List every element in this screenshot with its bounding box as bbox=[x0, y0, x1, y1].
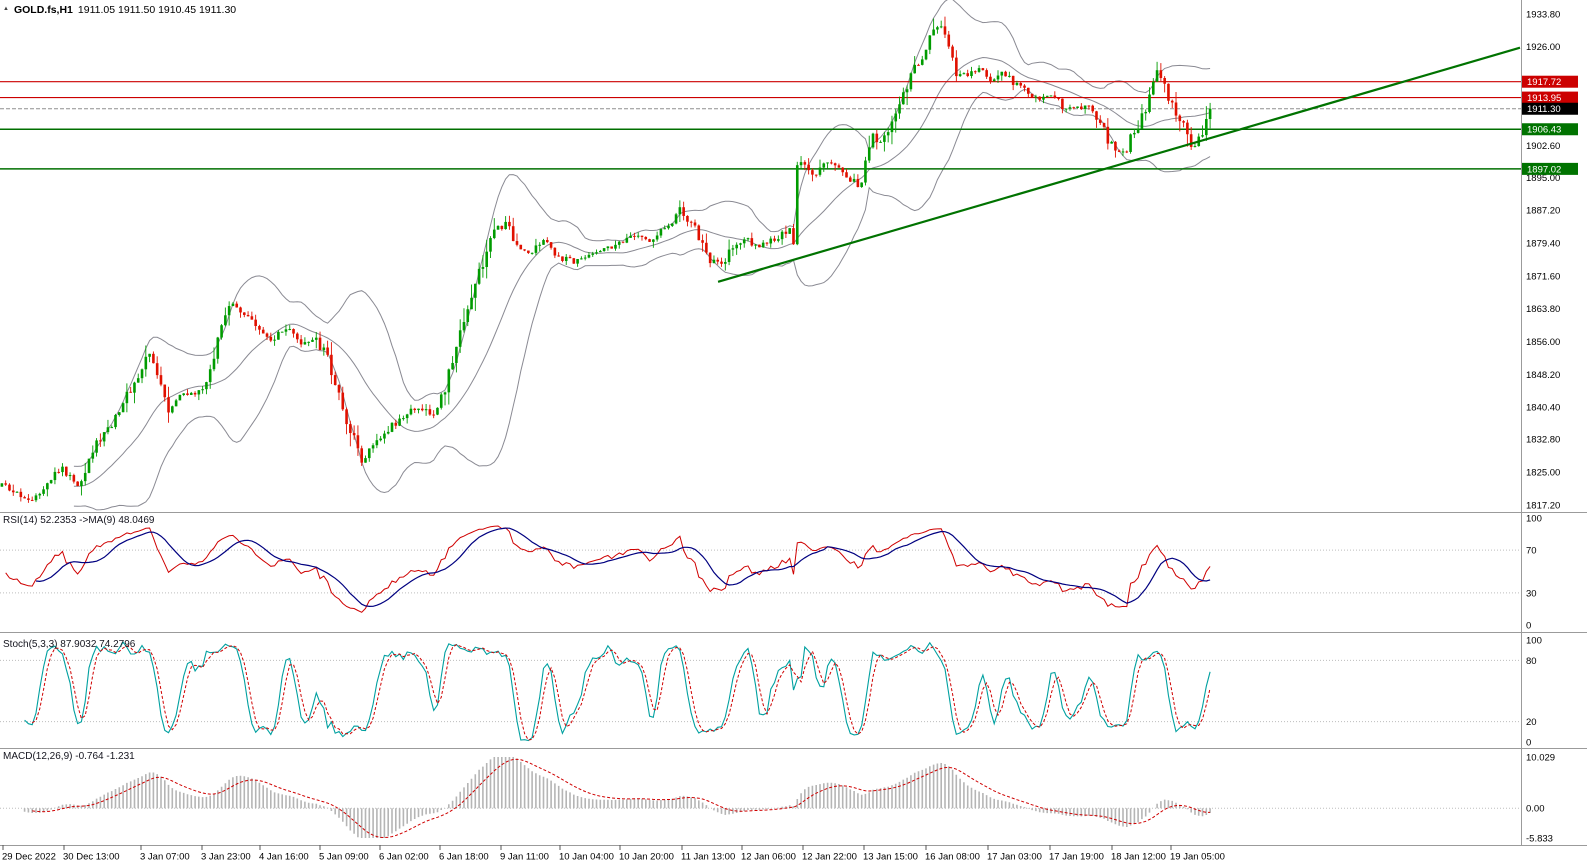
rsi-indicator-label: RSI(14) 52.2353 ->MA(9) 48.0469 bbox=[3, 515, 155, 526]
stoch-indicator-label: Stoch(5,3,3) 87.9032 74.2796 bbox=[3, 639, 136, 650]
time-axis-label: 6 Jan 02:00 bbox=[379, 851, 429, 862]
price-badge-label: 1913.95 bbox=[1527, 93, 1561, 104]
time-axis-label: 11 Jan 13:00 bbox=[681, 851, 735, 862]
rsi-scale-label: 30 bbox=[1526, 588, 1537, 599]
price-badge-label: 1897.02 bbox=[1527, 164, 1561, 175]
ohlc-values: 1911.05 1911.50 1910.45 1911.30 bbox=[77, 4, 237, 16]
time-axis-label: 9 Jan 11:00 bbox=[500, 851, 549, 862]
rsi-scale-label: 0 bbox=[1526, 620, 1531, 631]
price-axis-label: 1825.00 bbox=[1526, 468, 1560, 479]
stoch-scale-label: 100 bbox=[1526, 635, 1542, 646]
time-axis-label: 12 Jan 06:00 bbox=[741, 851, 796, 862]
rsi-line bbox=[5, 525, 1211, 613]
stoch-scale-label: 0 bbox=[1526, 737, 1531, 748]
candlestick-series[interactable] bbox=[0, 16, 1212, 503]
macd-histogram bbox=[23, 757, 1211, 838]
time-axis-label: 4 Jan 16:00 bbox=[259, 851, 309, 862]
time-axis-label: 29 Dec 2022 bbox=[2, 851, 56, 862]
time-axis-label: 13 Jan 15:00 bbox=[863, 851, 918, 862]
price-axis-label: 1926.00 bbox=[1526, 42, 1560, 53]
price-axis-label: 1933.80 bbox=[1526, 9, 1560, 20]
price-axis-label: 1902.60 bbox=[1526, 141, 1560, 152]
time-axis-label: 17 Jan 19:00 bbox=[1049, 851, 1104, 862]
bollinger-bands bbox=[73, 0, 1211, 511]
symbol-title: GOLD.fs,H1 bbox=[13, 4, 73, 16]
price-badge-1906.43: 1906.43 bbox=[1522, 123, 1578, 136]
macd-panel bbox=[23, 757, 1211, 839]
macd-signal-line bbox=[32, 758, 1211, 839]
panel-separators bbox=[0, 0, 1587, 846]
price-axis-label: 1879.40 bbox=[1526, 238, 1560, 249]
macd-scale-label: -5.833 bbox=[1526, 833, 1553, 844]
price-axis-label: 1840.40 bbox=[1526, 403, 1560, 414]
price-badge-label: 1911.30 bbox=[1527, 104, 1561, 115]
price-badge-1913.95: 1913.95 bbox=[1522, 91, 1578, 104]
time-axis-label: 3 Jan 23:00 bbox=[201, 851, 251, 862]
price-badge-1917.72: 1917.72 bbox=[1522, 75, 1578, 88]
price-axis-label: 1848.20 bbox=[1526, 370, 1560, 381]
price-axis-label: 1895.00 bbox=[1526, 173, 1560, 184]
time-axis-label: 12 Jan 22:00 bbox=[802, 851, 857, 862]
macd-indicator-label: MACD(12,26,9) -0.764 -1.231 bbox=[3, 751, 135, 762]
rsi-ma-line bbox=[35, 527, 1211, 608]
macd-scale-label: 10.029 bbox=[1526, 752, 1555, 763]
time-axis-label: 10 Jan 04:00 bbox=[559, 851, 614, 862]
rsi-scale-label: 100 bbox=[1526, 513, 1542, 524]
price-badge-1911.30: 1911.30 bbox=[1522, 102, 1578, 115]
time-axis-label: 3 Jan 07:00 bbox=[140, 851, 190, 862]
horizontal-levels[interactable] bbox=[0, 81, 1521, 170]
time-axis-label: 10 Jan 20:00 bbox=[619, 851, 674, 862]
symbol-header: ▲ GOLD.fs,H1 1911.05 1911.50 1910.45 191… bbox=[3, 3, 236, 17]
price-axis[interactable]: 1933.80 1926.00 1902.60 1895.00 1887.20 1879.… bbox=[1522, 9, 1578, 511]
price-badge-label: 1917.72 bbox=[1527, 77, 1561, 88]
time-axis-label: 6 Jan 18:00 bbox=[439, 851, 489, 862]
time-axis-label: 17 Jan 03:00 bbox=[987, 851, 1042, 862]
time-axis-label: 30 Dec 13:00 bbox=[63, 851, 120, 862]
trend-line[interactable] bbox=[717, 46, 1521, 283]
stoch-scale-label: 80 bbox=[1526, 656, 1537, 667]
stochastic-panel bbox=[24, 641, 1211, 742]
price-axis-label: 1863.80 bbox=[1526, 304, 1560, 315]
price-axis-label: 1856.00 bbox=[1526, 337, 1560, 348]
symbol-marker-icon: ▲ bbox=[3, 6, 9, 12]
time-axis-label: 18 Jan 12:00 bbox=[1111, 851, 1166, 862]
price-axis-label: 1817.20 bbox=[1526, 500, 1560, 511]
price-badge-1897.02: 1897.02 bbox=[1522, 162, 1578, 175]
macd-scale-label: 0.00 bbox=[1526, 804, 1545, 815]
rsi-scale-label: 70 bbox=[1526, 546, 1537, 557]
stoch-main-line bbox=[24, 641, 1211, 742]
time-axis-label: 19 Jan 05:00 bbox=[1170, 851, 1225, 862]
time-axis-label: 5 Jan 09:00 bbox=[319, 851, 369, 862]
time-axis[interactable]: 29 Dec 2022 30 Dec 13:00 3 Jan 07:00 3 Jan … bbox=[2, 845, 1225, 862]
stoch-scale-label: 20 bbox=[1526, 717, 1537, 728]
stoch-signal-line bbox=[31, 644, 1211, 741]
price-axis-label: 1887.20 bbox=[1526, 206, 1560, 217]
time-axis-label: 16 Jan 08:00 bbox=[925, 851, 980, 862]
price-badge-label: 1906.43 bbox=[1527, 125, 1561, 136]
price-axis-label: 1832.80 bbox=[1526, 435, 1560, 446]
price-axis-label: 1871.60 bbox=[1526, 271, 1560, 282]
rsi-panel bbox=[5, 525, 1211, 613]
